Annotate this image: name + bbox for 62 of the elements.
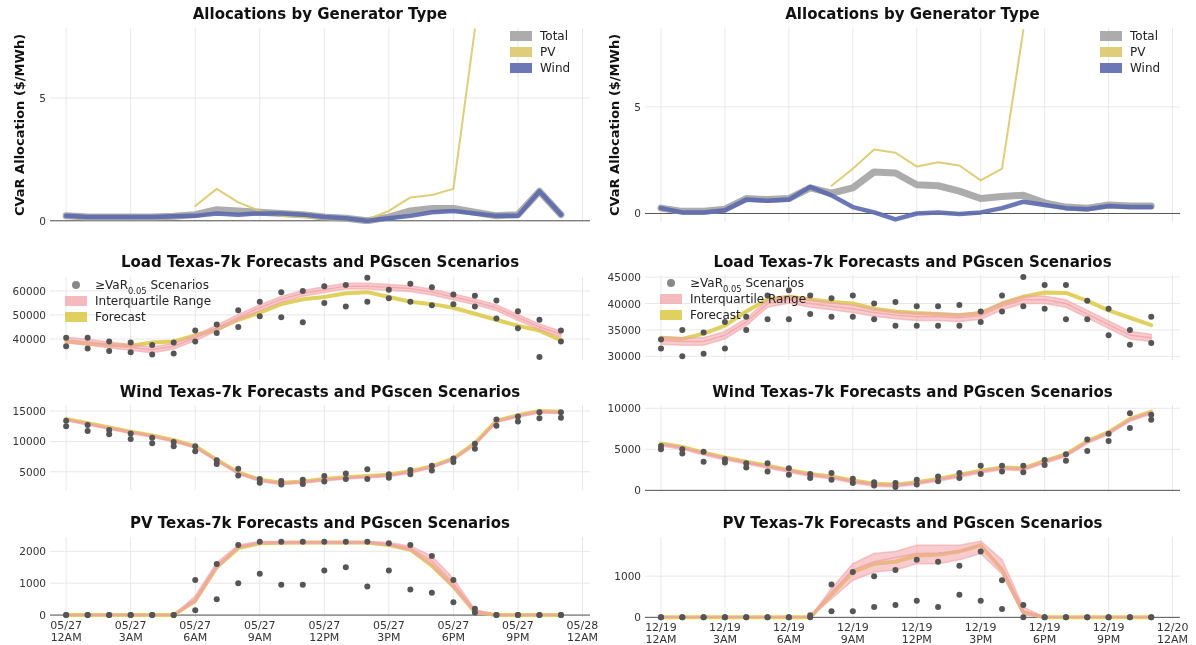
y-tick-label: 10000 xyxy=(607,402,641,415)
legend-label: PV xyxy=(1130,45,1147,59)
legend-label: PV xyxy=(540,45,557,59)
y-tick-label: 0 xyxy=(39,609,46,622)
x-tick-label: 05/27 3AM xyxy=(114,619,147,644)
chart-title: PV Texas-7k Forecasts and PGscen Scenarios xyxy=(129,514,511,532)
x-tick-label: 12/19 12PM xyxy=(900,621,933,645)
y-tick-label: 0 xyxy=(634,484,641,497)
y-tick-label: 10000 xyxy=(12,435,46,448)
y-tick-label: 40000 xyxy=(12,332,46,345)
y-axis-title: CVaR Allocation ($/MWh) xyxy=(607,33,622,217)
x-tick-label: 12/19 3PM xyxy=(964,621,997,645)
x-tick-label: 05/28 12AM xyxy=(566,619,599,644)
x-tick-label: 12/19 6PM xyxy=(1028,621,1061,645)
x-tick-label: 12/19 9PM xyxy=(1092,621,1125,645)
legend-label: ≥VaR$_{0.05}$ Scenarios xyxy=(690,276,804,294)
y-tick-label: 0 xyxy=(634,207,641,220)
x-tick-label: 05/27 9AM xyxy=(243,619,276,644)
x-tick-label: 12/19 12AM xyxy=(645,621,677,645)
chart-title: Load Texas-7k Forecasts and PGscen Scenarios xyxy=(713,253,1112,271)
legend-label: ≥VaR$_{0.05}$ Scenarios xyxy=(95,278,209,296)
legend-label: Interquartile Range xyxy=(95,294,212,308)
x-tick-label: 12/19 6AM xyxy=(773,621,805,645)
chart-title: PV Texas-7k Forecasts and PGscen Scenarios xyxy=(722,514,1103,532)
y-tick-label: 5 xyxy=(634,100,641,113)
y-tick-label: 50000 xyxy=(12,308,46,321)
legend-label: Forecast xyxy=(95,310,147,324)
x-tick-label: 05/27 12AM xyxy=(50,619,82,644)
y-tick-label: 5000 xyxy=(19,465,46,478)
y-tick-label: 45000 xyxy=(607,271,641,284)
x-tick-label: 05/27 3PM xyxy=(372,619,405,644)
chart-title: Load Texas-7k Forecasts and PGscen Scenarios xyxy=(120,253,520,271)
legend-label: Wind xyxy=(1130,61,1161,75)
y-tick-label: 5 xyxy=(39,91,46,104)
y-tick-label: 1000 xyxy=(19,577,46,590)
y-tick-label: 40000 xyxy=(607,297,641,310)
y-tick-label: 1000 xyxy=(614,570,641,583)
chart-title: Wind Texas-7k Forecasts and PGscen Scenarios xyxy=(119,383,521,401)
chart-title: Wind Texas-7k Forecasts and PGscen Scenarios xyxy=(712,383,1113,401)
y-tick-label: 5000 xyxy=(614,443,641,456)
legend-label: Wind xyxy=(540,61,571,75)
x-tick-label: 05/27 12PM xyxy=(308,619,341,644)
legend-label: Total xyxy=(1129,29,1159,43)
legend-label: Forecast xyxy=(690,308,742,322)
x-tick-label: 05/27 9PM xyxy=(502,619,534,644)
y-tick-label: 0 xyxy=(634,611,641,624)
chart-title: Allocations by Generator Type xyxy=(192,5,448,23)
y-tick-label: 60000 xyxy=(12,284,46,297)
y-axis-title: CVaR Allocation ($/MWh) xyxy=(12,33,27,217)
legend-label: Total xyxy=(539,29,569,43)
y-tick-label: 0 xyxy=(39,214,46,227)
x-tick-label: 12/20 12AM xyxy=(1156,621,1189,645)
y-tick-label: 35000 xyxy=(607,323,641,336)
legend-label: Interquartile Range xyxy=(690,292,807,306)
x-tick-label: 12/19 3AM xyxy=(709,621,741,645)
chart-title: Allocations by Generator Type xyxy=(785,5,1040,23)
x-tick-label: 05/27 6PM xyxy=(437,619,470,644)
y-tick-label: 2000 xyxy=(19,545,46,558)
y-tick-label: 30000 xyxy=(607,350,641,363)
y-tick-label: 15000 xyxy=(12,405,46,418)
x-tick-label: 05/27 6AM xyxy=(179,619,212,644)
x-tick-label: 12/19 9AM xyxy=(836,621,869,645)
